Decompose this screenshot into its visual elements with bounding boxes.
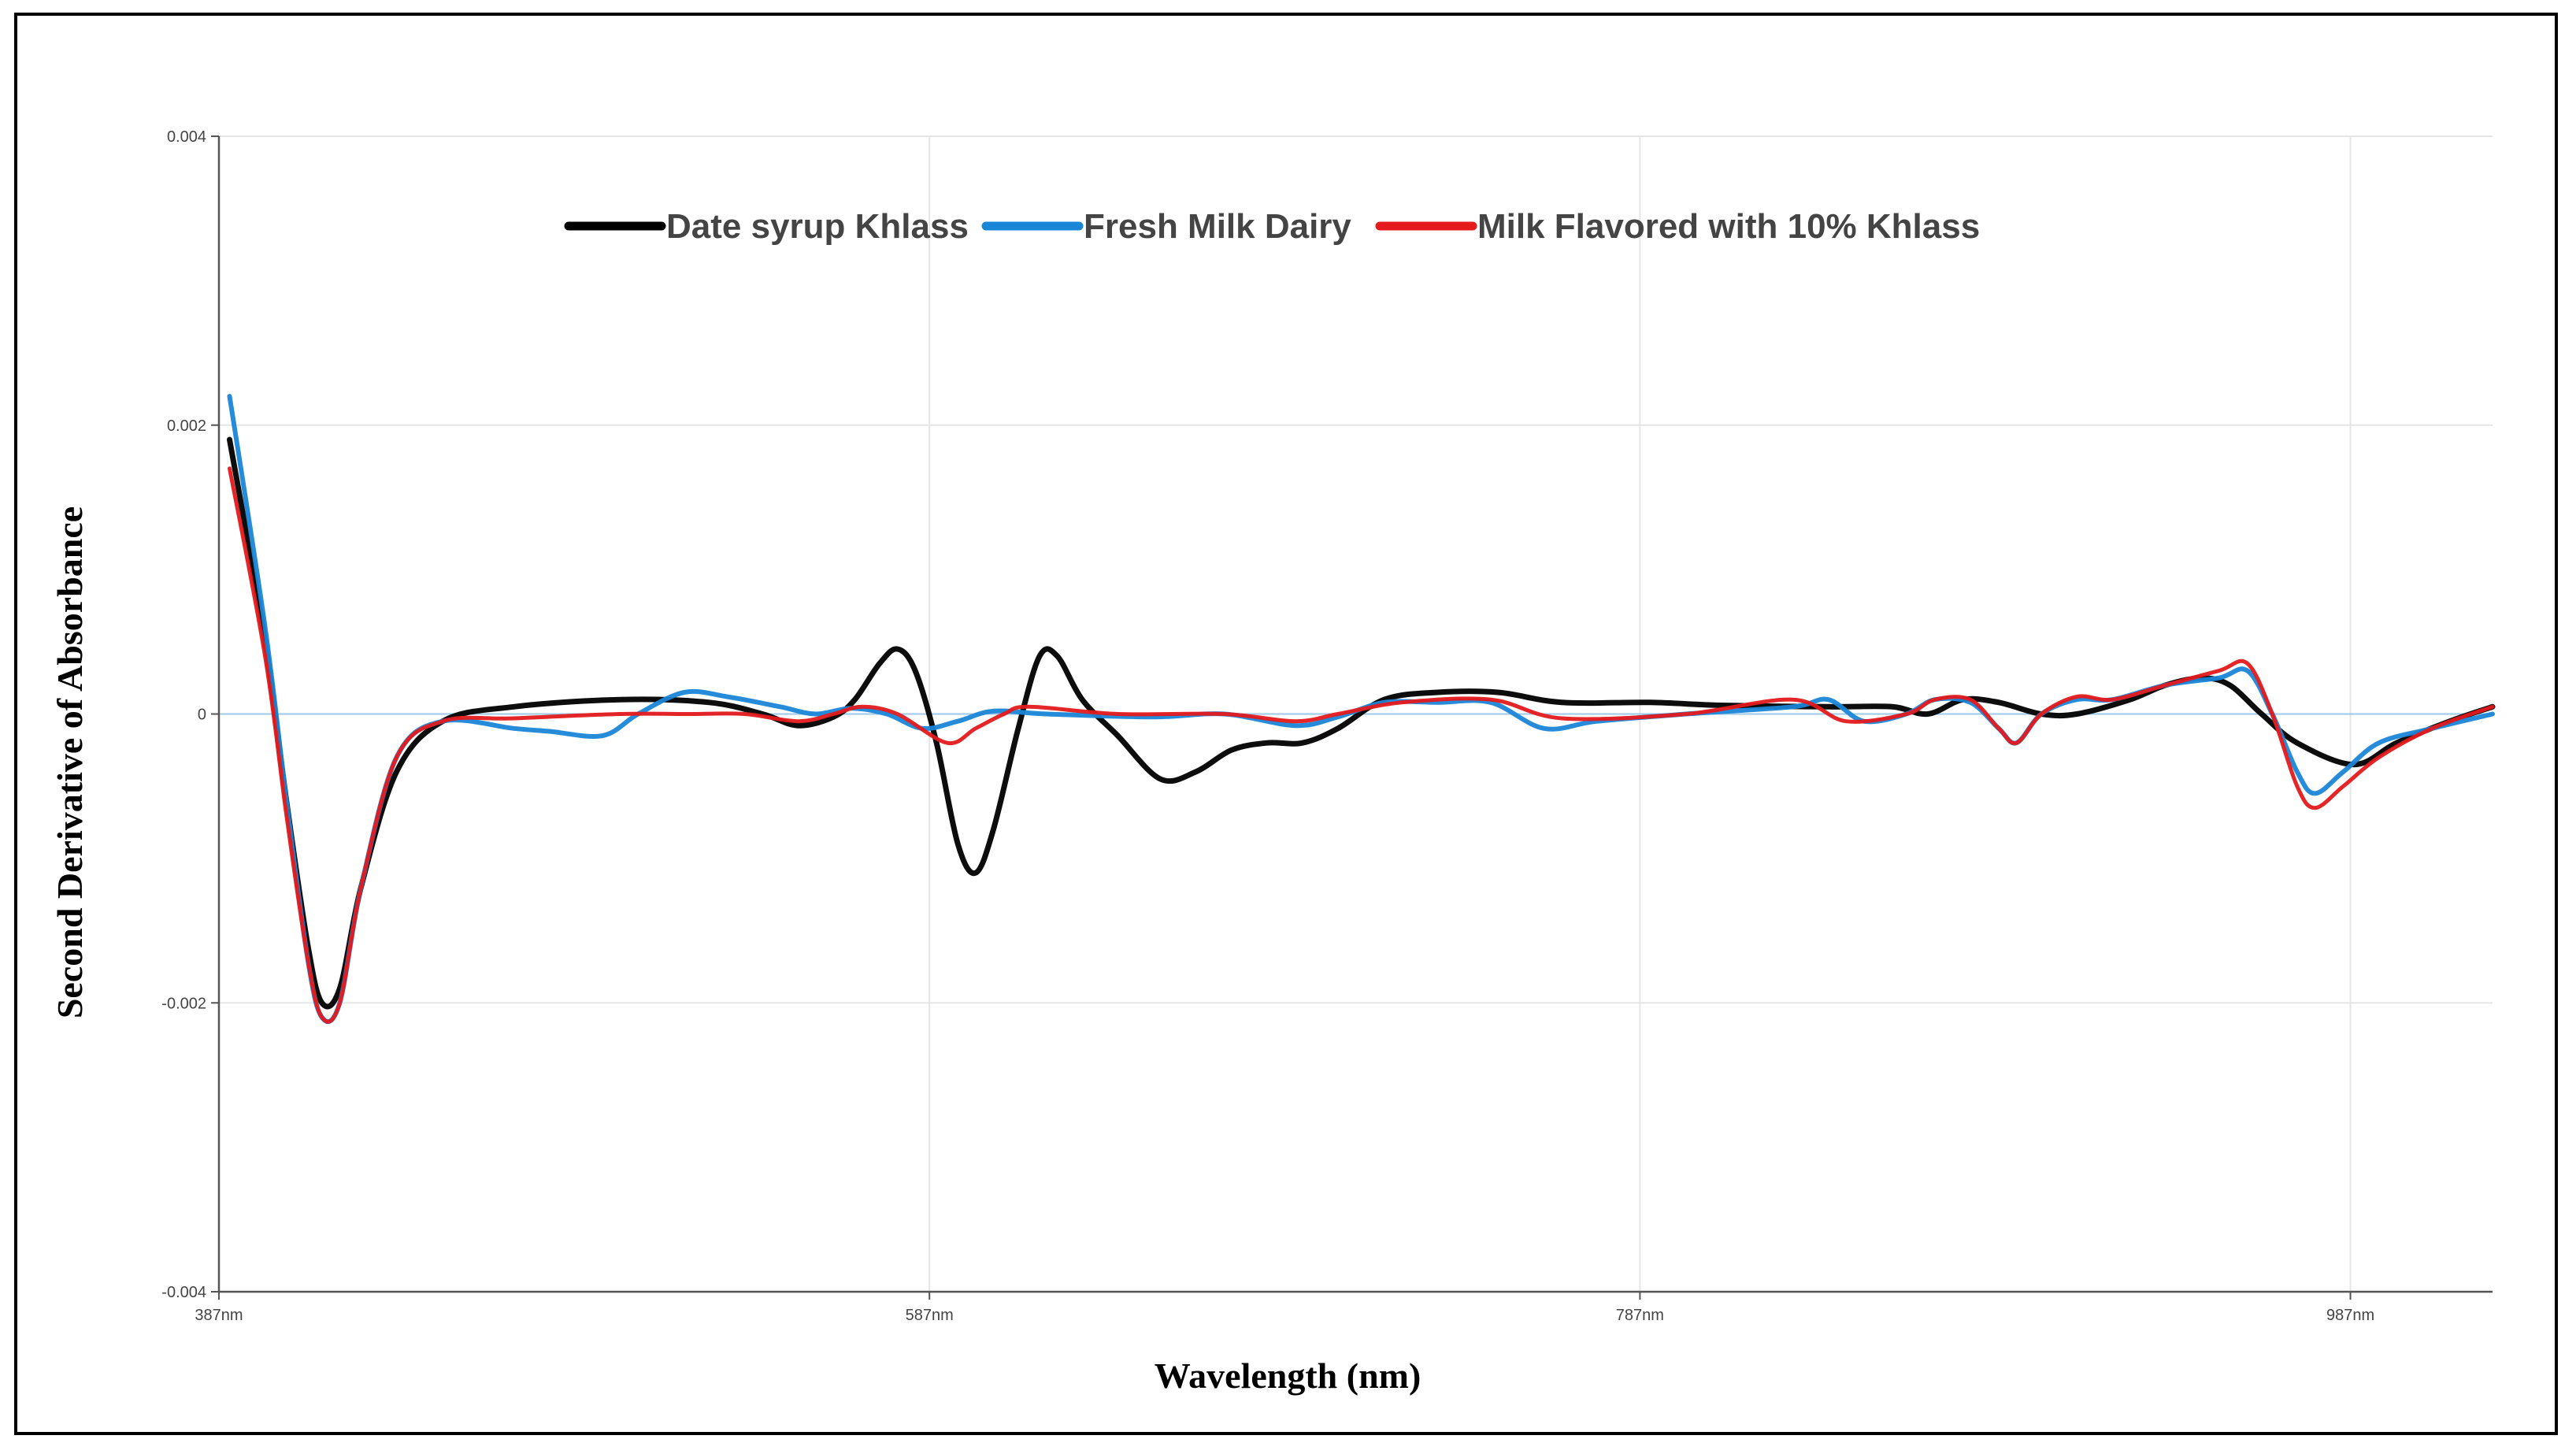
x-tick-label: 587nm	[906, 1307, 954, 1324]
y-tick-label: 0.004	[167, 128, 206, 146]
axes	[211, 135, 2493, 1300]
y-axis-label: Second Derivative of Absorbance	[50, 506, 90, 1018]
y-tick-label: 0	[198, 707, 206, 724]
legend-label-2: Fresh Milk Dairy	[1084, 207, 1351, 246]
legend-label-1: Date syrup Khlass	[666, 207, 969, 246]
series-line-3	[228, 466, 2495, 1024]
x-tick-label: 387nm	[195, 1307, 243, 1324]
series-line-1	[227, 436, 2496, 1010]
y-tick-label: -0.004	[161, 1284, 206, 1301]
legend: Date syrup Khlass Fresh Milk Dairy Milk Fl…	[564, 207, 1980, 246]
x-tick-label: 787nm	[1616, 1307, 1664, 1324]
x-axis-label: Wavelength (nm)	[1155, 1356, 1421, 1396]
series-lines	[227, 394, 2496, 1025]
y-tick-label: 0.002	[167, 417, 206, 435]
x-tick-label: 987nm	[2326, 1307, 2374, 1324]
tick-labels: -0.004 -0.002 0 0.002 0.004 387nm 587nm 787nm 98…	[161, 128, 2374, 1324]
y-tick-label: -0.002	[161, 995, 206, 1012]
legend-label-3: Milk Flavored with 10% Khlass	[1477, 207, 1980, 246]
